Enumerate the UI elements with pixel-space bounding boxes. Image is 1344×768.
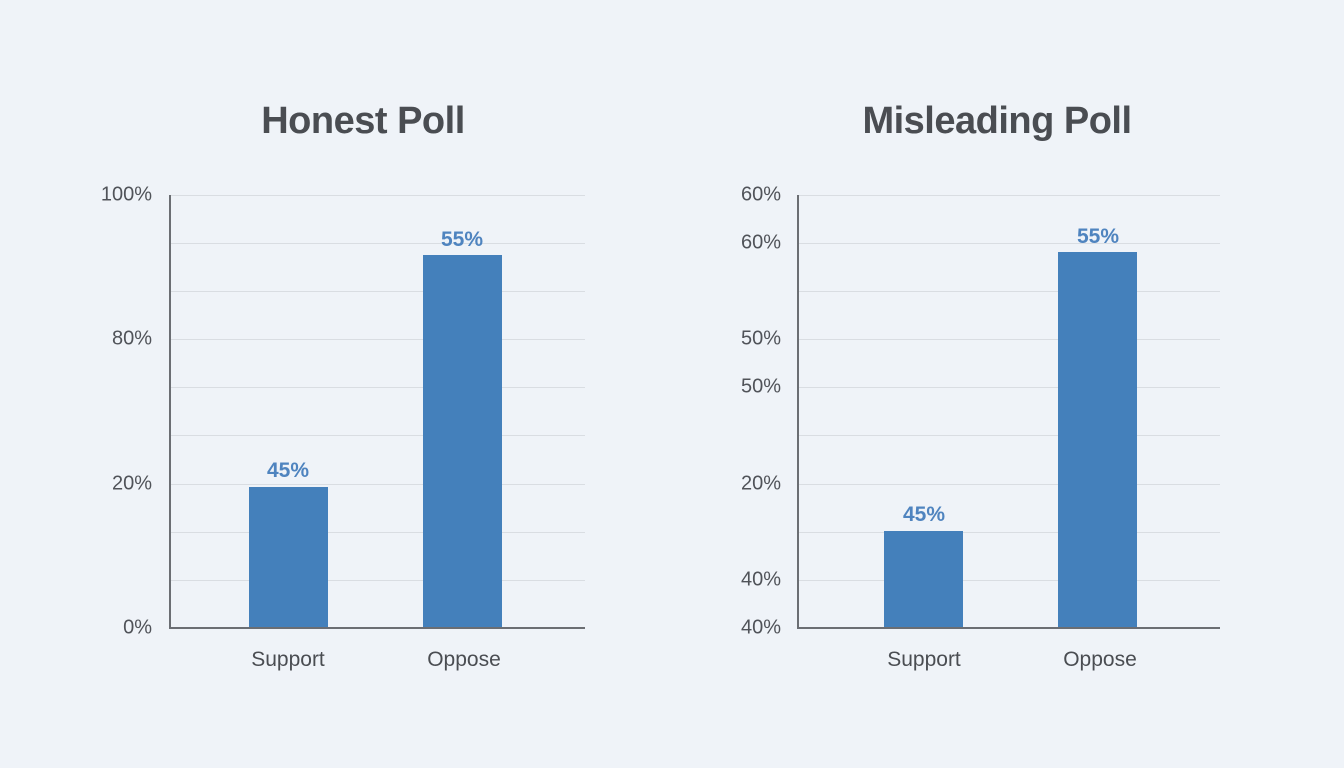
gridline (797, 243, 1220, 244)
x-category-oppose: Oppose (1063, 648, 1137, 671)
bar-oppose (423, 255, 502, 628)
bar-oppose (1058, 252, 1137, 628)
y-tick-label: 0% (123, 616, 152, 639)
honest-poll-plot (169, 195, 585, 629)
gridline (169, 532, 585, 533)
gridline (797, 339, 1220, 340)
y-axis (169, 195, 171, 628)
gridline (169, 339, 585, 340)
gridline (169, 195, 585, 196)
x-category-support: Support (887, 648, 961, 671)
gridline (169, 243, 585, 244)
x-axis (797, 627, 1220, 629)
bar-support (884, 531, 963, 628)
y-axis (797, 195, 799, 628)
value-label-oppose: 55% (440, 228, 484, 251)
gridline (797, 435, 1220, 436)
gridline (169, 580, 585, 581)
gridline (169, 291, 585, 292)
y-tick-label: 20% (111, 472, 152, 495)
y-tick-label: 50% (740, 375, 781, 398)
y-tick-label: 40% (740, 616, 781, 639)
gridline (169, 387, 585, 388)
gridline (169, 435, 585, 436)
gridline (797, 291, 1220, 292)
x-category-support: Support (251, 648, 325, 671)
x-axis (169, 627, 585, 629)
value-label-support: 45% (266, 459, 310, 482)
x-category-oppose: Oppose (427, 648, 501, 671)
y-tick-label: 100% (100, 183, 152, 206)
value-label-oppose: 55% (1076, 225, 1120, 248)
y-tick-label: 60% (740, 231, 781, 254)
y-tick-label: 40% (740, 568, 781, 591)
gridline (797, 484, 1220, 485)
y-tick-label: 80% (111, 327, 152, 350)
chart-title-honest: Honest Poll (261, 100, 465, 142)
bar-support (249, 487, 328, 628)
y-tick-label: 50% (740, 327, 781, 350)
y-tick-label: 20% (740, 472, 781, 495)
gridline (797, 195, 1220, 196)
misleading-poll-plot (797, 195, 1220, 629)
gridline (797, 387, 1220, 388)
gridline (169, 484, 585, 485)
value-label-support: 45% (902, 503, 946, 526)
gridline (797, 580, 1220, 581)
chart-title-misleading: Misleading Poll (862, 100, 1132, 142)
gridline (797, 532, 1220, 533)
y-tick-label: 60% (740, 183, 781, 206)
